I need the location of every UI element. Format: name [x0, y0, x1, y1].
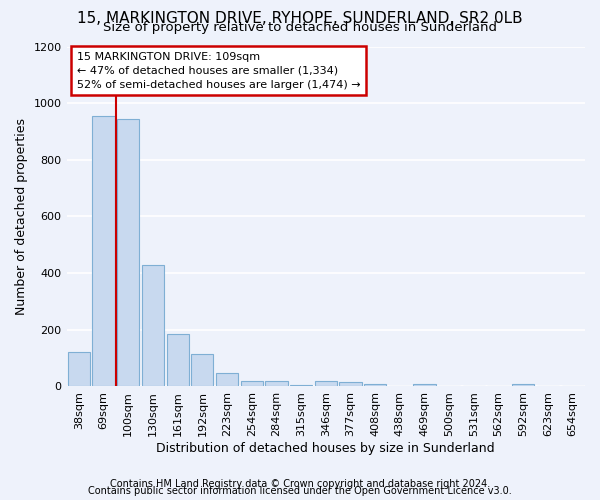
Bar: [265, 382, 287, 386]
Bar: [314, 382, 337, 386]
Bar: [142, 264, 164, 386]
Bar: [167, 334, 189, 386]
Bar: [340, 382, 362, 386]
Bar: [216, 373, 238, 386]
Text: Contains HM Land Registry data © Crown copyright and database right 2024.: Contains HM Land Registry data © Crown c…: [110, 479, 490, 489]
Bar: [364, 384, 386, 386]
Text: 15 MARKINGTON DRIVE: 109sqm
← 47% of detached houses are smaller (1,334)
52% of : 15 MARKINGTON DRIVE: 109sqm ← 47% of det…: [77, 52, 361, 90]
Text: Size of property relative to detached houses in Sunderland: Size of property relative to detached ho…: [103, 21, 497, 34]
Bar: [68, 352, 90, 386]
Text: Contains public sector information licensed under the Open Government Licence v3: Contains public sector information licen…: [88, 486, 512, 496]
Bar: [290, 385, 312, 386]
Bar: [512, 384, 535, 386]
Bar: [92, 116, 115, 386]
Bar: [241, 381, 263, 386]
Bar: [413, 384, 436, 386]
X-axis label: Distribution of detached houses by size in Sunderland: Distribution of detached houses by size …: [157, 442, 495, 455]
Text: 15, MARKINGTON DRIVE, RYHOPE, SUNDERLAND, SR2 0LB: 15, MARKINGTON DRIVE, RYHOPE, SUNDERLAND…: [77, 11, 523, 26]
Bar: [117, 118, 139, 386]
Y-axis label: Number of detached properties: Number of detached properties: [15, 118, 28, 315]
Bar: [191, 354, 214, 386]
